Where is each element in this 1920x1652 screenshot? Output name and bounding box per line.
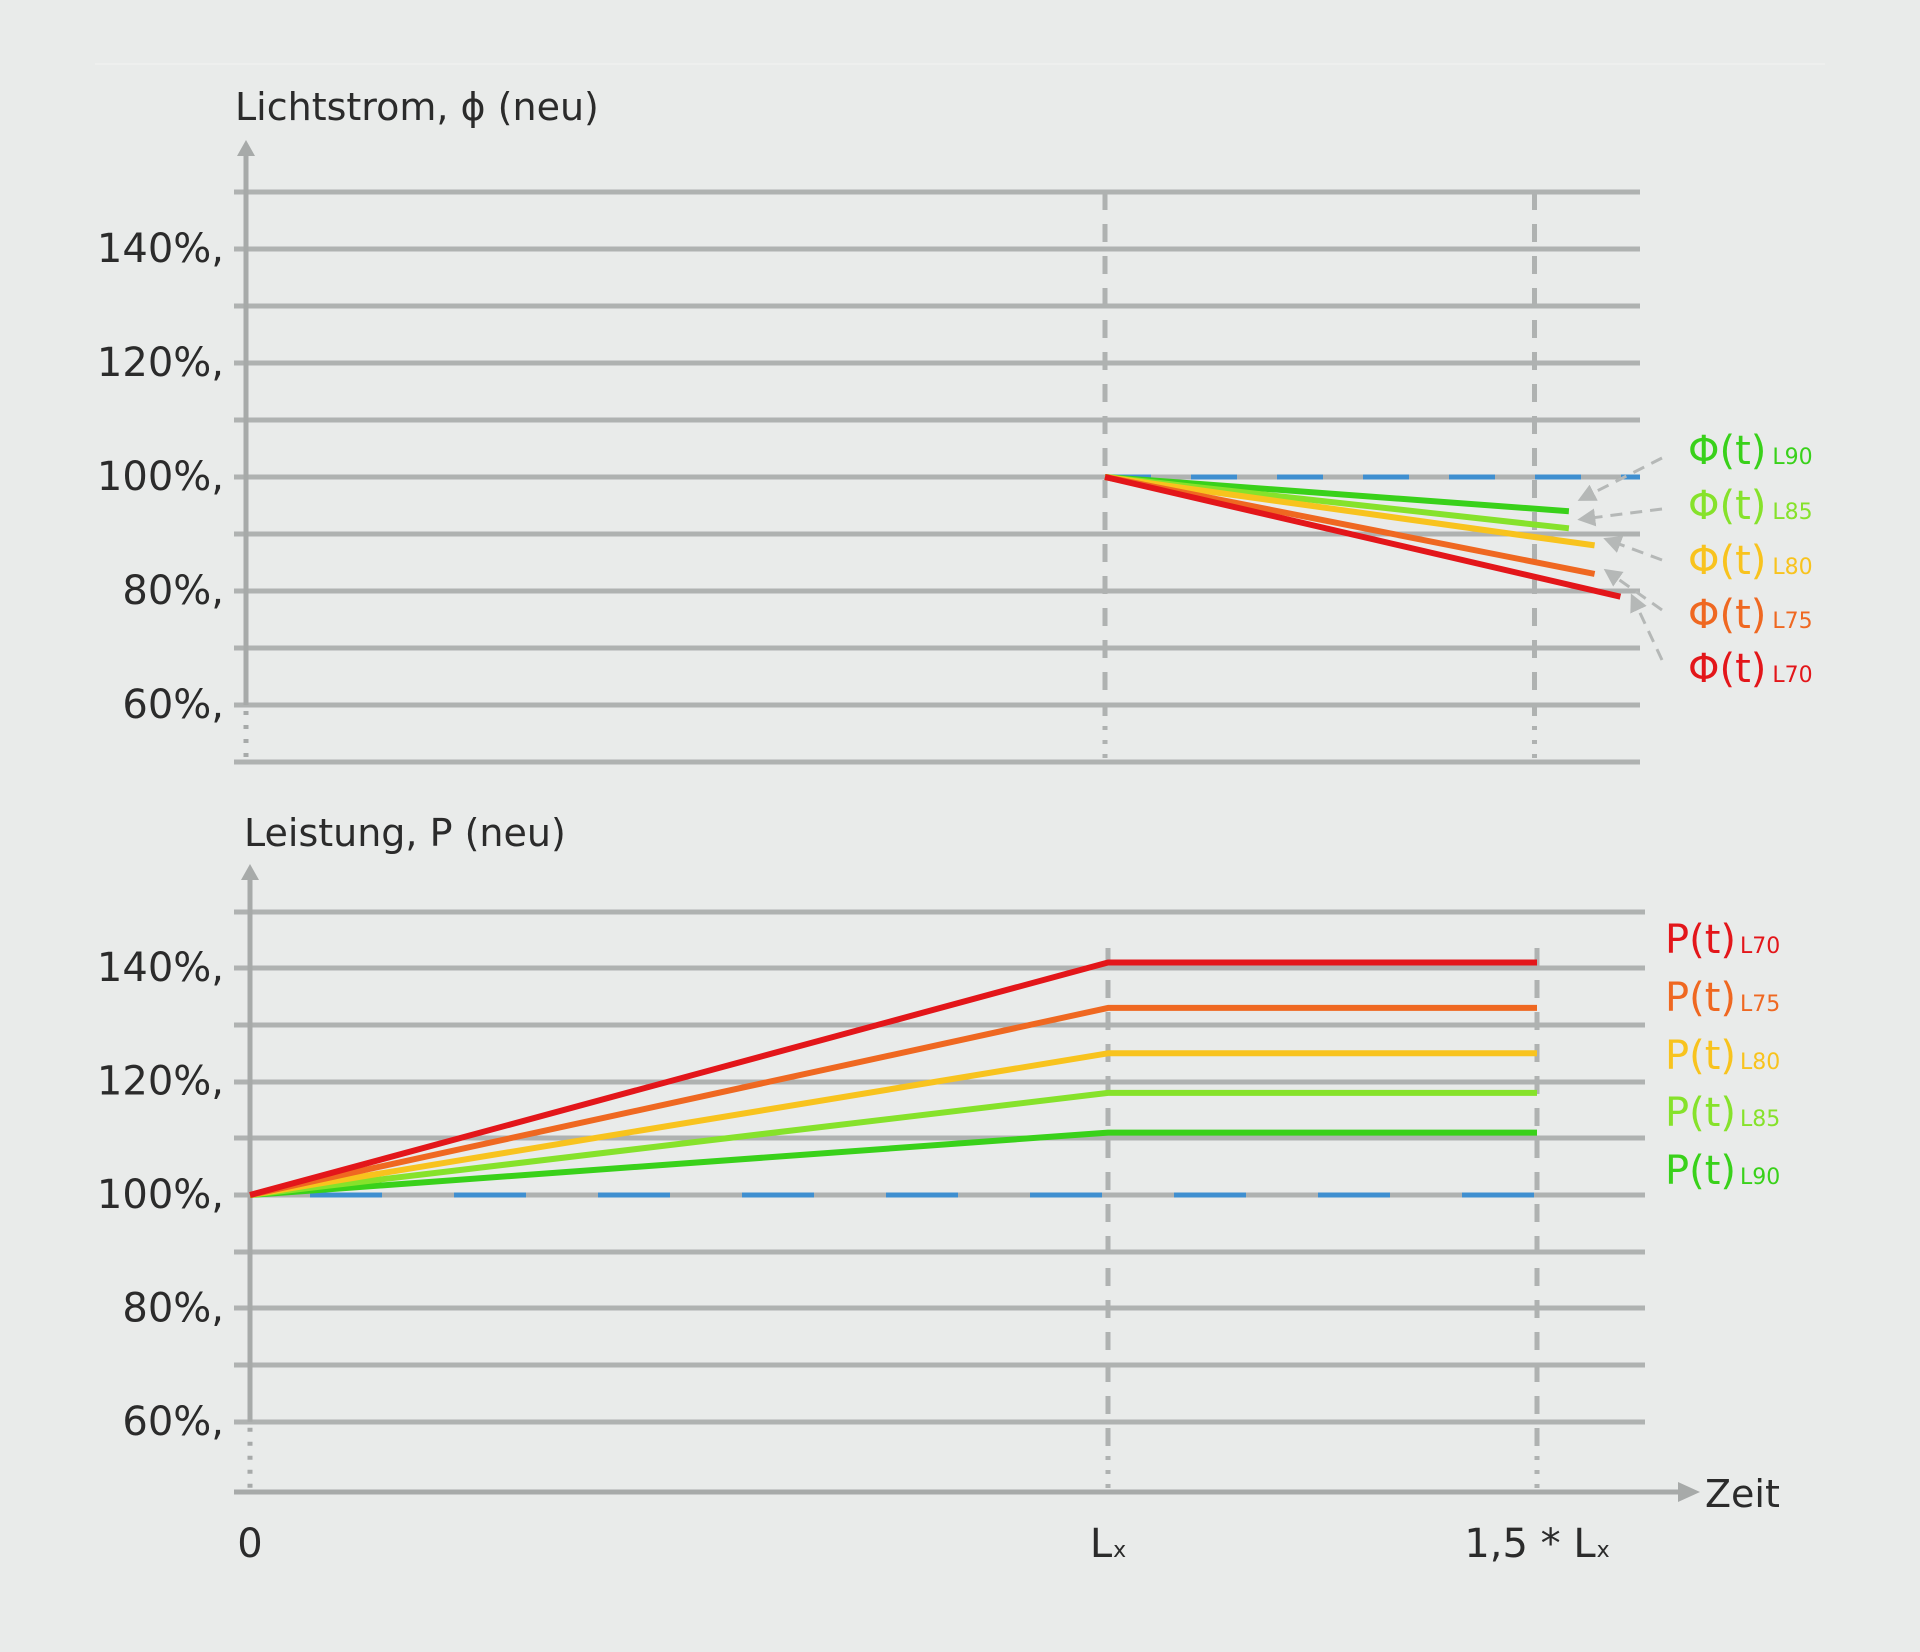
bottom-legend: P(t) L70 P(t) L75 P(t) L80 P(t) L85 P(t) L90 bbox=[1665, 917, 1780, 1194]
x-axis-arrow bbox=[1678, 1482, 1700, 1502]
top-y-axis-label: Lichtstrom, ϕ (neu) bbox=[235, 85, 599, 129]
bottom-y-axis-label: Leistung, P (neu) bbox=[244, 811, 566, 855]
x-tick-labels: 0 Lx 1,5 * Lx bbox=[237, 1521, 1609, 1567]
x-tick-label: 1,5 * Lx bbox=[1464, 1521, 1609, 1567]
y-tick-label: 80%, bbox=[122, 1285, 224, 1331]
y-tick-label: 80%, bbox=[122, 568, 224, 614]
series-line-l90 bbox=[249, 1129, 1537, 1198]
y-tick-label: 60%, bbox=[122, 1399, 224, 1445]
series-line-l80 bbox=[1104, 474, 1596, 549]
y-tick-label: 120%, bbox=[97, 340, 224, 386]
legend-pointer bbox=[1630, 593, 1664, 661]
top-series-lines bbox=[246, 474, 1622, 600]
y-tick-label: 120%, bbox=[97, 1059, 224, 1105]
y-tick-label: 60%, bbox=[122, 682, 224, 728]
legend-entry-l90: P(t) L90 bbox=[1665, 1148, 1780, 1194]
legend-entry-l70: P(t) L70 bbox=[1665, 917, 1780, 963]
y-tick-label: 140%, bbox=[97, 945, 224, 991]
top-legend: Φ(t) L90 Φ(t) L85 Φ(t) L80 Φ(t) L75 Φ(t) L70 bbox=[1577, 428, 1813, 692]
bottom-y-tick-labels: 140%, 120%, 100%, 80%, 60%, bbox=[97, 945, 224, 1445]
legend-entry-l80: Φ(t) L80 bbox=[1688, 538, 1813, 584]
power-chart: Leistung, P (neu) 140%, 120%, 100%, 80%, 60%… bbox=[97, 811, 1780, 1567]
series-line-l80 bbox=[249, 1050, 1537, 1198]
legend-pointer bbox=[1577, 456, 1663, 501]
bottom-series-lines bbox=[249, 959, 1537, 1198]
legend-entry-l75: Φ(t) L75 bbox=[1688, 592, 1813, 638]
legend-entry-l85: Φ(t) L85 bbox=[1688, 483, 1813, 529]
y-axis-arrow bbox=[241, 864, 259, 880]
x-tick-label: 0 bbox=[237, 1521, 262, 1567]
x-tick-label: Lx bbox=[1090, 1521, 1126, 1567]
x-axis-label: Zeit bbox=[1705, 1472, 1780, 1516]
luminous-flux-chart: Lichtstrom, ϕ (neu) 140%, 120%, 100%, 80%, 6… bbox=[97, 85, 1813, 765]
series-line-l75 bbox=[249, 1004, 1537, 1198]
series-line-l70 bbox=[1104, 474, 1622, 600]
y-axis-arrow bbox=[237, 140, 255, 156]
legend-entry-l90: Φ(t) L90 bbox=[1688, 428, 1813, 474]
legend-entry-l70: Φ(t) L70 bbox=[1688, 646, 1813, 692]
y-tick-label: 100%, bbox=[97, 1172, 224, 1218]
top-y-tick-labels: 140%, 120%, 100%, 80%, 60%, bbox=[97, 226, 224, 728]
legend-pointer bbox=[1603, 535, 1663, 562]
y-tick-label: 100%, bbox=[97, 454, 224, 500]
legend-pointer bbox=[1577, 507, 1663, 527]
legend-entry-l75: P(t) L75 bbox=[1665, 975, 1780, 1021]
series-line-l85 bbox=[249, 1089, 1537, 1198]
legend-entry-l80: P(t) L80 bbox=[1665, 1033, 1780, 1079]
legend-entry-l85: P(t) L85 bbox=[1665, 1090, 1780, 1136]
y-tick-label: 140%, bbox=[97, 226, 224, 272]
legend-pointer bbox=[1603, 568, 1663, 612]
series-line-l70 bbox=[249, 959, 1537, 1198]
